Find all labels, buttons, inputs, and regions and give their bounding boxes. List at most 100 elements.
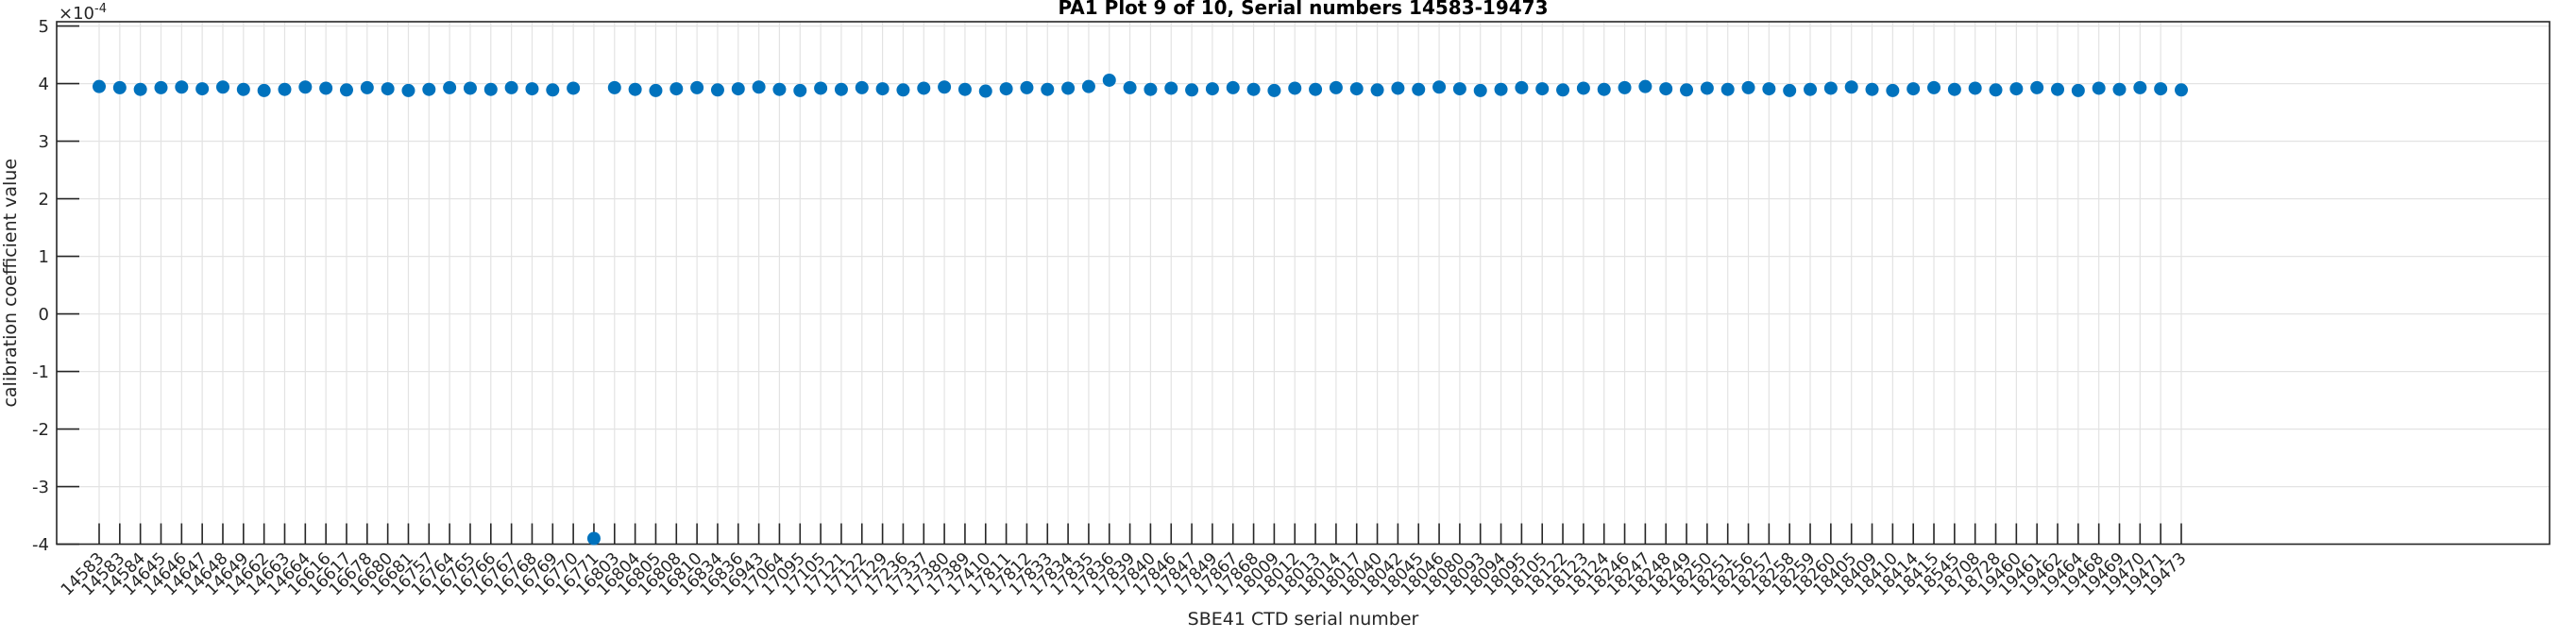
y-tick-label: 1 [39, 247, 49, 267]
data-point [1968, 81, 1982, 95]
data-point [875, 82, 890, 96]
data-point [2133, 80, 2147, 94]
data-point [1246, 82, 1261, 96]
data-point [1267, 83, 1281, 97]
data-point [443, 80, 457, 94]
data-point [1452, 82, 1466, 96]
data-point [938, 80, 952, 94]
data-point [1886, 83, 1900, 97]
data-point [504, 80, 518, 94]
data-point [793, 83, 807, 97]
data-point [2092, 81, 2106, 95]
y-tick-label: 4 [39, 75, 49, 94]
data-point [1081, 79, 1095, 93]
y-tick-label: -2 [32, 420, 49, 440]
data-point [1370, 83, 1384, 97]
data-point [112, 80, 127, 94]
data-point [752, 80, 766, 94]
data-point [1556, 83, 1570, 97]
data-point [834, 82, 848, 96]
data-point [483, 82, 498, 96]
y-tick-label: -3 [32, 478, 49, 497]
data-point [1741, 80, 1755, 94]
data-point [1473, 83, 1487, 97]
y-axis-label: calibration coefficient value [0, 159, 21, 408]
data-point [1947, 82, 1961, 96]
data-point [154, 80, 168, 94]
data-point [133, 82, 147, 96]
data-point [195, 82, 210, 96]
data-point [2154, 82, 2168, 96]
data-point [1720, 82, 1735, 96]
data-point [278, 82, 292, 96]
data-point [360, 80, 374, 94]
data-point [1823, 81, 1838, 95]
data-point [298, 80, 313, 94]
data-point [1865, 82, 1879, 96]
data-point [463, 81, 477, 95]
data-point [175, 80, 189, 94]
data-point [710, 83, 724, 97]
data-point [1164, 81, 1178, 95]
data-point [1700, 81, 1714, 95]
data-point [958, 82, 972, 96]
data-point [772, 82, 787, 96]
data-point [2030, 80, 2044, 94]
data-point [896, 83, 910, 97]
y-tick-label: -4 [32, 535, 49, 555]
data-point [855, 80, 869, 94]
data-point [1762, 82, 1776, 96]
data-point [917, 81, 931, 95]
chart-title: PA1 Plot 9 of 10, Serial numbers 14583-1… [1058, 0, 1548, 19]
data-point [525, 82, 539, 96]
data-point [1576, 81, 1590, 95]
data-point [1041, 82, 1055, 96]
data-point [814, 81, 828, 95]
data-point [649, 83, 663, 97]
data-point [1989, 83, 2003, 97]
data-point [401, 83, 415, 97]
data-point [1844, 80, 1858, 94]
data-point [1638, 79, 1652, 93]
axes-box [56, 21, 2551, 546]
data-point [1515, 80, 1529, 94]
x-axis-label: SBE41 CTD serial number [1188, 609, 1419, 630]
y-tick-label: -1 [32, 362, 49, 382]
data-point [215, 80, 229, 94]
data-point [257, 83, 271, 97]
data-point [2175, 83, 2188, 97]
data-point [1288, 81, 1302, 95]
data-points [93, 73, 2188, 546]
data-point [1391, 81, 1405, 95]
data-point [1205, 82, 1219, 96]
data-point [1226, 80, 1240, 94]
data-point [1680, 83, 1694, 97]
data-point [999, 82, 1013, 96]
data-point [1061, 81, 1076, 95]
data-point [690, 80, 704, 94]
data-point [2009, 82, 2024, 96]
y-tick-label: 5 [39, 17, 49, 37]
grid-lines [57, 22, 2550, 546]
plot-border [56, 21, 2551, 546]
data-point [1412, 82, 1426, 96]
data-point [93, 79, 106, 93]
data-point [731, 82, 745, 96]
y-tick-label: 3 [39, 132, 49, 152]
data-point [546, 83, 560, 97]
data-point [1349, 82, 1364, 96]
data-point [567, 81, 581, 95]
data-point [978, 84, 992, 98]
tick-marks [57, 25, 2182, 546]
data-point [1804, 82, 1818, 96]
data-point [2051, 82, 2065, 96]
data-point [1659, 82, 1673, 96]
data-point [1618, 80, 1632, 94]
data-point [1494, 82, 1508, 96]
data-point [1783, 83, 1797, 97]
y-tick-label: 2 [39, 190, 49, 210]
data-point [236, 82, 250, 96]
data-point [1907, 82, 1921, 96]
data-point [1309, 82, 1323, 96]
